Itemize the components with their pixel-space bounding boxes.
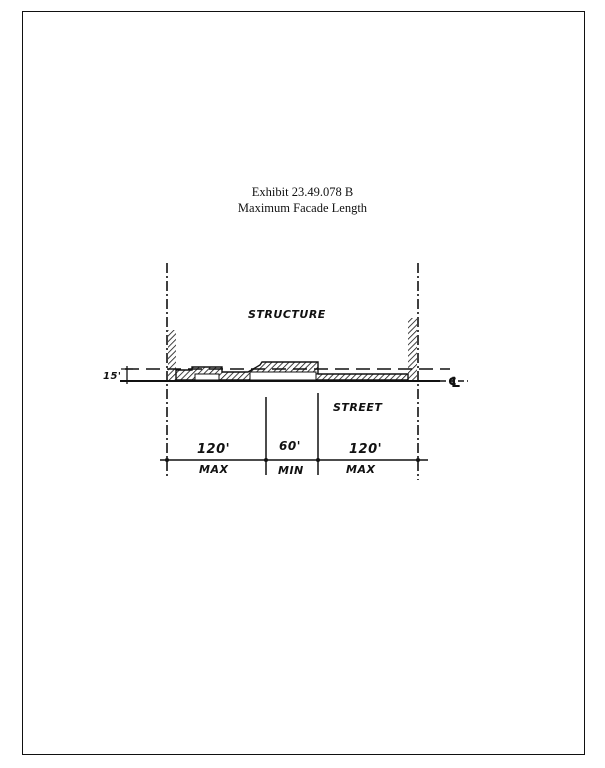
- dim-tick-1: [264, 458, 268, 462]
- dim-tick-left: [165, 458, 169, 462]
- segment-2-constraint: MIN: [278, 464, 304, 477]
- setback-label: 15': [103, 371, 121, 382]
- dim-tick-right: [416, 458, 420, 462]
- facade-opening-center: [249, 371, 317, 381]
- segment-2-dimension: 60': [279, 439, 301, 453]
- dim-tick-2: [316, 458, 320, 462]
- segment-3-dimension: 120': [349, 442, 382, 457]
- segment-1-dimension: 120': [197, 442, 230, 457]
- page-border: [22, 11, 585, 755]
- exhibit-number: Exhibit 23.49.078 B: [251, 185, 354, 199]
- exhibit-title: Maximum Facade Length: [237, 201, 368, 215]
- street-label: STREET: [333, 401, 383, 414]
- facade-opening-left: [194, 373, 220, 381]
- right-wall-hatch: [408, 318, 417, 380]
- segment-1-constraint: MAX: [199, 463, 228, 476]
- segment-3-constraint: MAX: [346, 463, 375, 476]
- property-line-symbol: ℄: [448, 375, 461, 391]
- structure-label: STRUCTURE: [248, 308, 326, 321]
- facade-footprint: [175, 361, 409, 381]
- left-wall-hatch: [168, 330, 176, 380]
